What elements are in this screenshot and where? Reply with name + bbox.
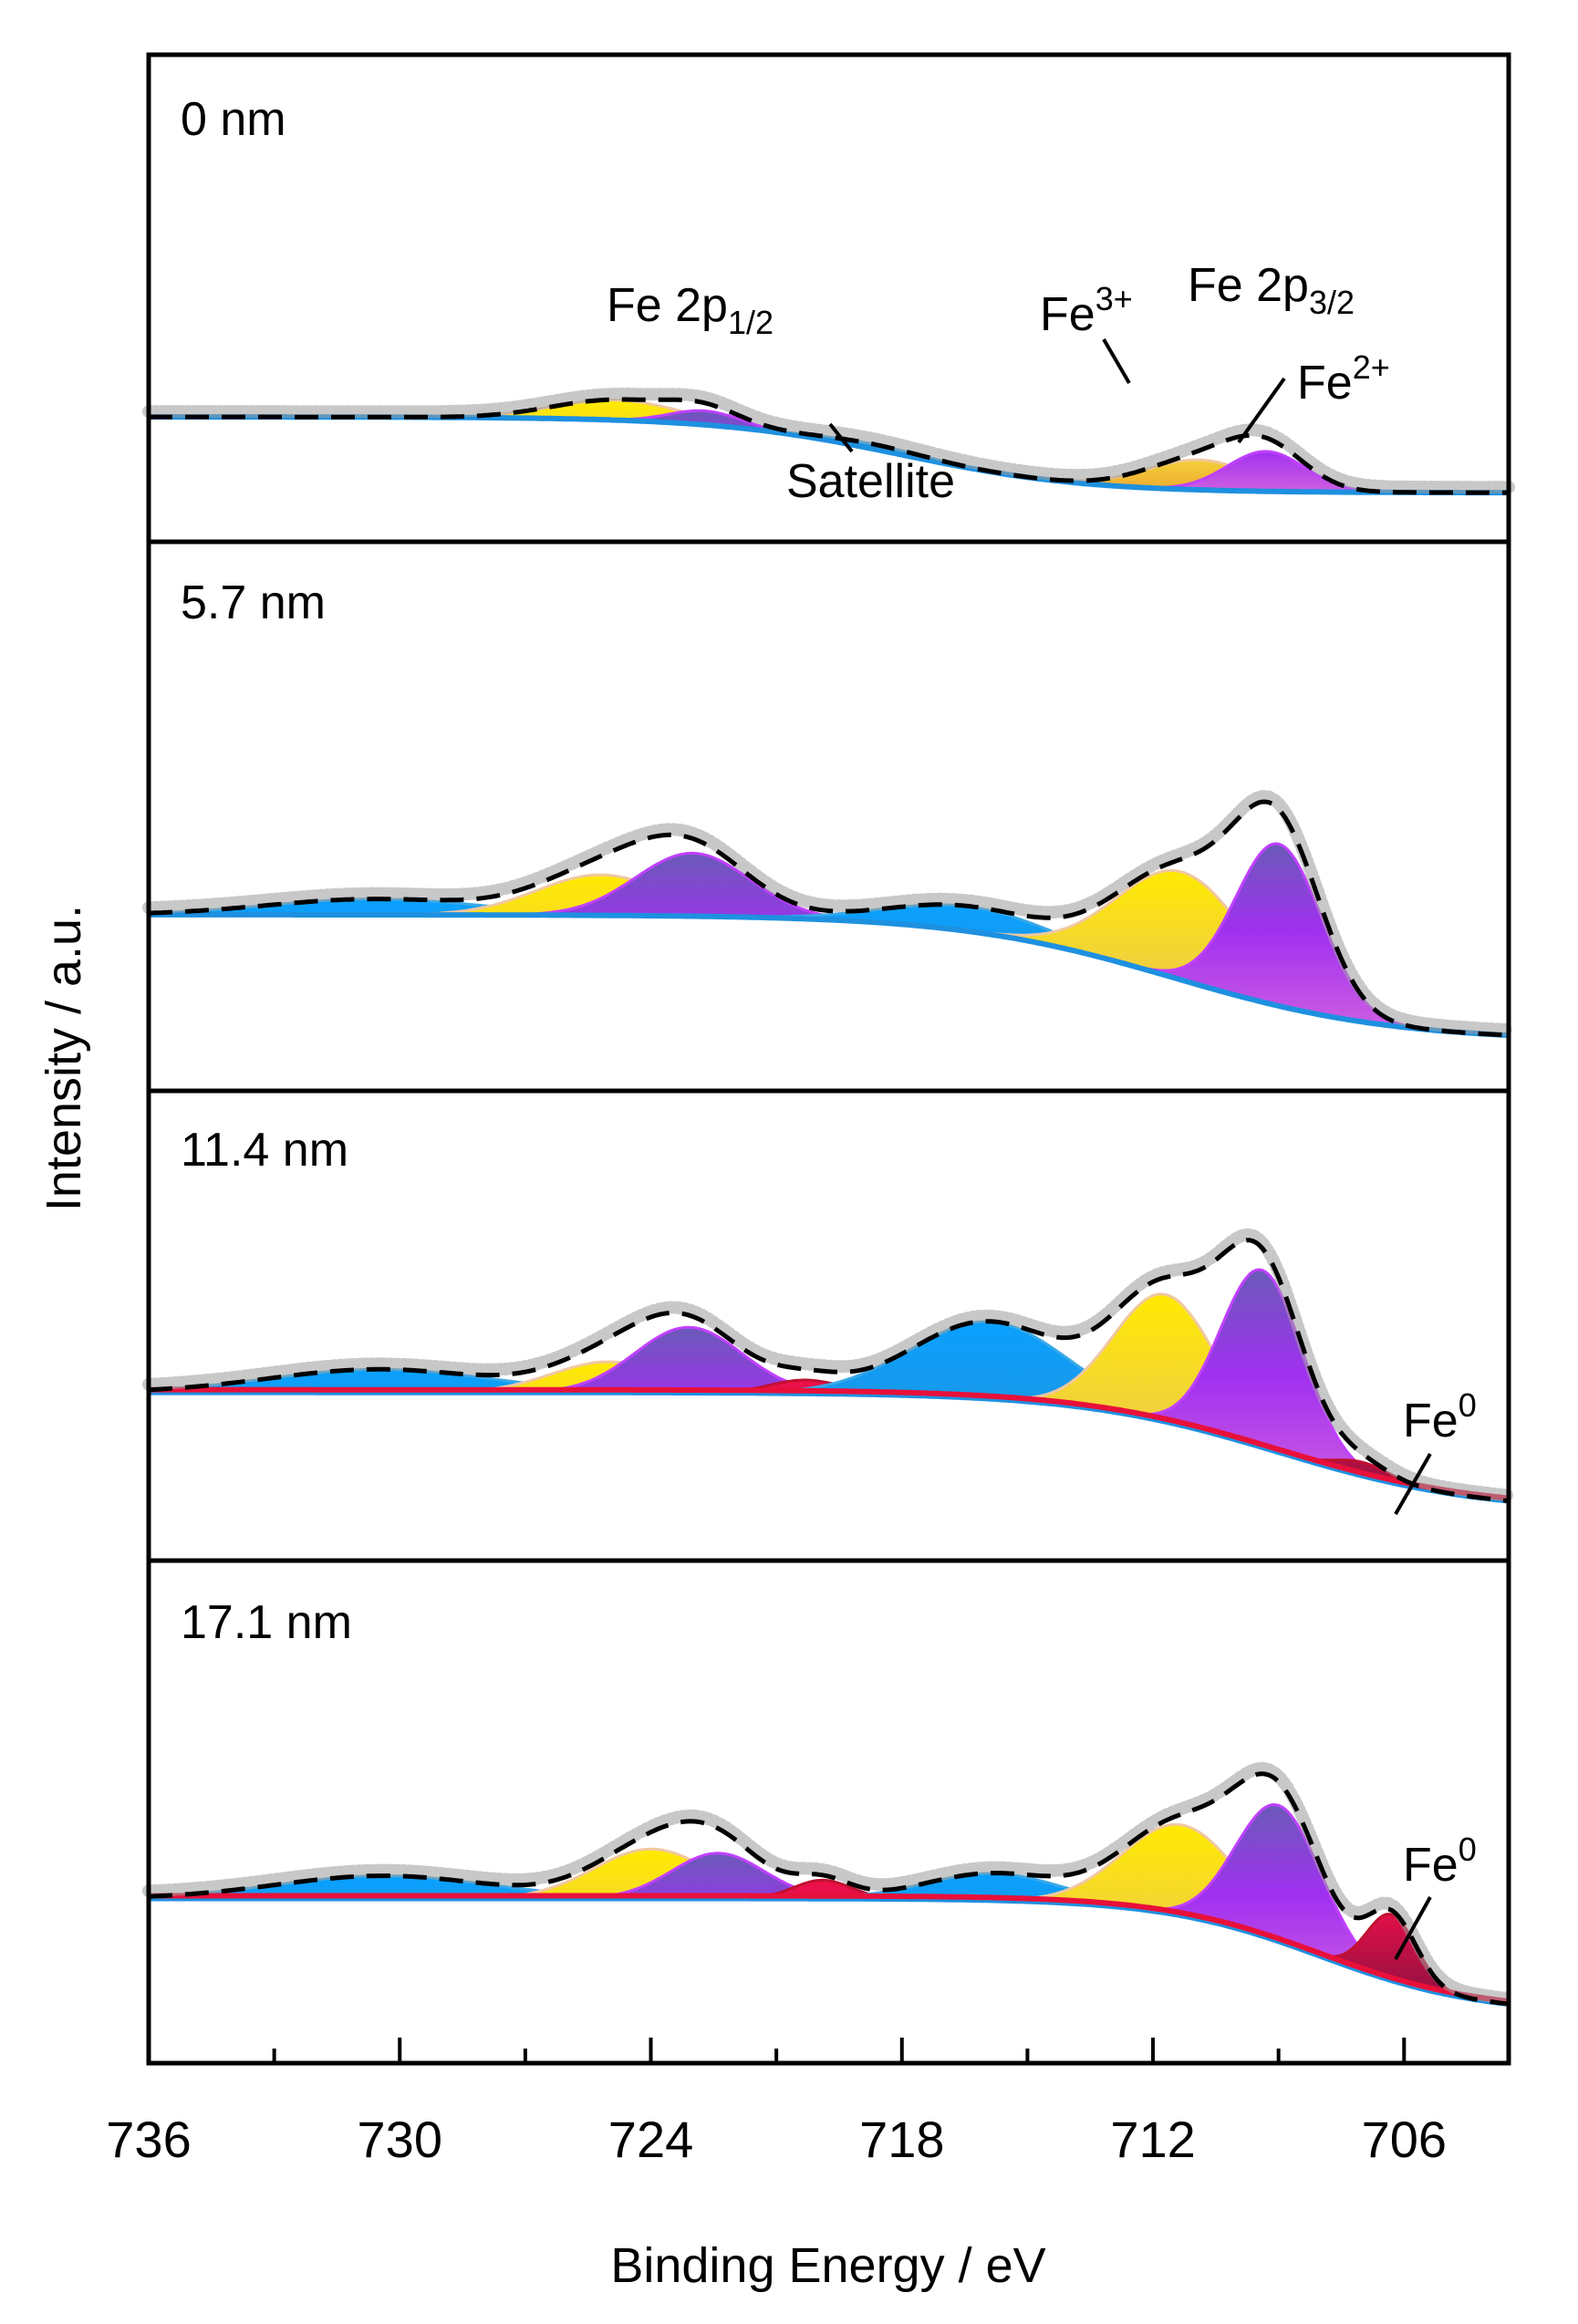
panel-label-5-7nm: 5.7 nm	[181, 576, 326, 629]
y-axis-title: Intensity / a.u.	[36, 905, 91, 1211]
annotation-fe3plus-leader	[1102, 337, 1131, 385]
panel-1	[142, 388, 1515, 496]
panel-2	[142, 790, 1515, 1038]
x-tick-label: 718	[859, 2111, 944, 2168]
annotation-fe-2p12: Fe 2p1/2	[607, 279, 773, 341]
x-tick-label: 724	[608, 2111, 693, 2168]
background-line	[149, 911, 1510, 1038]
annotation-fe3plus: Fe3+	[1040, 280, 1133, 341]
panel-label-17-1nm: 17.1 nm	[181, 1596, 352, 1649]
x-tick-label: 730	[358, 2111, 442, 2168]
annotation-fe-2p32: Fe 2p3/2	[1188, 259, 1355, 321]
annotation-fe0-panel3-leader	[1394, 1453, 1432, 1515]
x-tick-label: 706	[1362, 2111, 1447, 2168]
fit-envelope	[148, 799, 1510, 1038]
annotation-fe0-panel3: Fe0	[1403, 1386, 1477, 1447]
panel-3	[142, 1228, 1515, 1504]
x-axis: 736 730 724 718 712 706	[106, 2038, 1447, 2168]
panel-4	[142, 1761, 1515, 2008]
background-line-fe0	[149, 1893, 1510, 2005]
experimental-data	[142, 790, 1515, 1036]
annotation-fe0-panel4-leader	[1394, 1896, 1432, 1960]
panel-label-0nm: 0 nm	[181, 93, 286, 146]
peak-fe2plus-6	[149, 842, 1510, 1037]
x-tick-label: 712	[1110, 2111, 1195, 2168]
annotation-fe2plus: Fe2+	[1297, 348, 1390, 410]
plot-frame	[146, 52, 1511, 2066]
fit-envelope	[149, 397, 1509, 495]
annotation-fe2plus-leader	[1237, 377, 1286, 444]
background-line-fe0	[149, 1386, 1510, 1501]
annotation-satellite-leader	[828, 422, 854, 453]
annotation-fe0-panel4: Fe0	[1403, 1831, 1477, 1892]
x-tick-label: 736	[106, 2111, 191, 2168]
fit-envelope	[148, 1771, 1510, 2007]
experimental-data	[142, 1761, 1515, 2006]
experimental-data	[142, 388, 1515, 494]
x-axis-title: Binding Energy / eV	[610, 2238, 1045, 2293]
annotation-satellite: Satellite	[786, 455, 955, 508]
panel-label-11-4nm: 11.4 nm	[181, 1124, 348, 1177]
fit-envelope	[148, 1238, 1510, 1503]
panels-layer	[142, 388, 1515, 2008]
